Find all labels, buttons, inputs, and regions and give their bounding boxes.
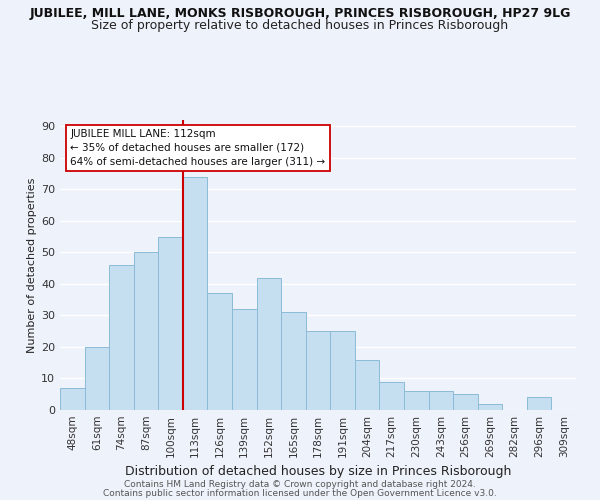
Bar [404,391,428,410]
Bar [109,265,134,410]
Bar [257,278,281,410]
Bar [355,360,379,410]
Bar [478,404,502,410]
Text: JUBILEE, MILL LANE, MONKS RISBOROUGH, PRINCES RISBOROUGH, HP27 9LG: JUBILEE, MILL LANE, MONKS RISBOROUGH, PR… [29,8,571,20]
Bar [208,294,232,410]
Text: Contains HM Land Registry data © Crown copyright and database right 2024.: Contains HM Land Registry data © Crown c… [124,480,476,489]
Bar [183,176,208,410]
Bar [428,391,453,410]
Text: JUBILEE MILL LANE: 112sqm
← 35% of detached houses are smaller (172)
64% of semi: JUBILEE MILL LANE: 112sqm ← 35% of detac… [70,128,325,166]
Bar [306,331,330,410]
Bar [379,382,404,410]
Bar [134,252,158,410]
Text: Size of property relative to detached houses in Princes Risborough: Size of property relative to detached ho… [91,19,509,32]
Bar [527,398,551,410]
Bar [330,331,355,410]
Bar [232,309,257,410]
Text: Contains public sector information licensed under the Open Government Licence v3: Contains public sector information licen… [103,489,497,498]
Bar [158,236,183,410]
Bar [85,347,109,410]
Bar [453,394,478,410]
Y-axis label: Number of detached properties: Number of detached properties [27,178,37,352]
X-axis label: Distribution of detached houses by size in Princes Risborough: Distribution of detached houses by size … [125,466,511,478]
Bar [60,388,85,410]
Bar [281,312,306,410]
